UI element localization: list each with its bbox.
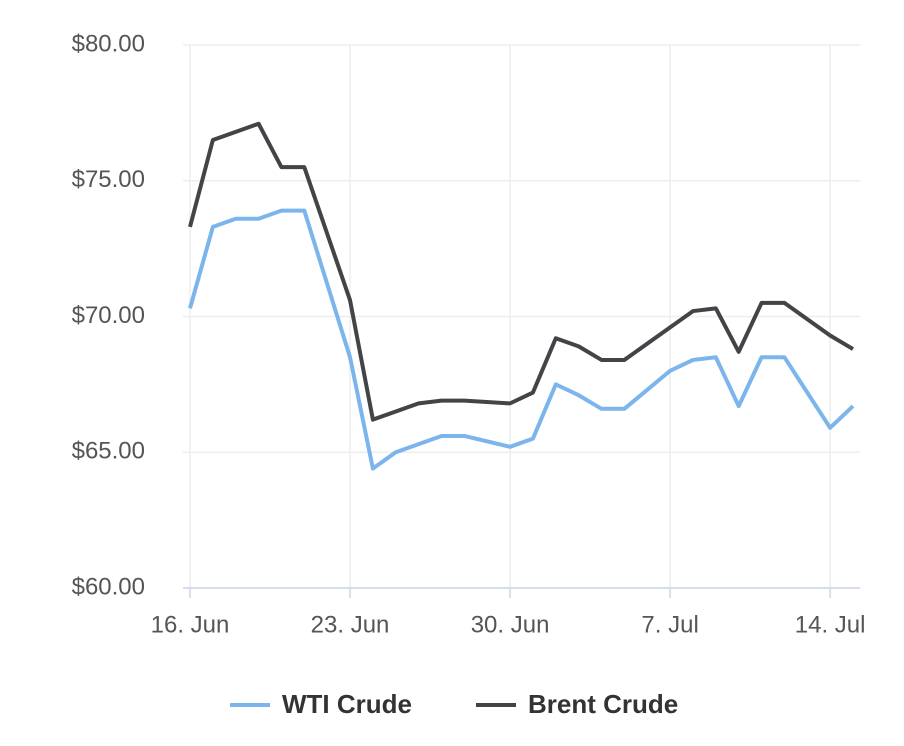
x-tick-label: 30. Jun xyxy=(471,611,550,638)
legend-label[interactable]: WTI Crude xyxy=(282,689,412,719)
y-tick-label: $80.00 xyxy=(72,30,145,57)
data-line xyxy=(188,208,855,471)
y-tick-label: $70.00 xyxy=(72,302,145,329)
data-line xyxy=(188,121,855,422)
y-tick-label: $60.00 xyxy=(72,573,145,600)
x-tick-label: 23. Jun xyxy=(311,611,390,638)
x-tick-label: 14. Jul xyxy=(795,611,866,638)
x-tick-label: 7. Jul xyxy=(641,611,698,638)
y-tick-label: $65.00 xyxy=(72,438,145,465)
y-tick-label: $75.00 xyxy=(72,166,145,193)
x-tick-label: 16. Jun xyxy=(151,611,230,638)
legend-label[interactable]: Brent Crude xyxy=(528,689,678,719)
